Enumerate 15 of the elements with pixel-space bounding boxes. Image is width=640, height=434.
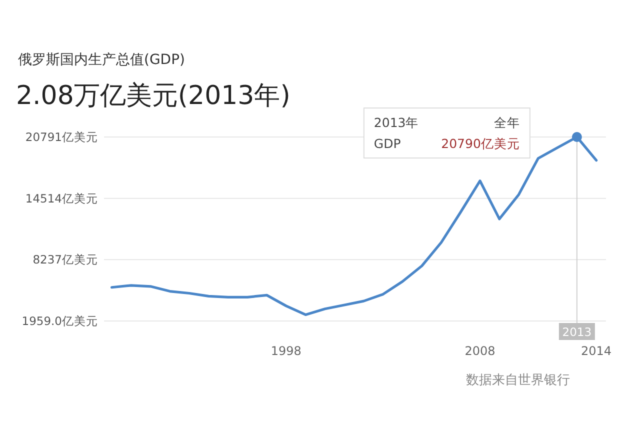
x-tick-label: 1998: [270, 344, 302, 358]
x-tick-label: 2008: [464, 344, 496, 358]
ref-line-label: 2013: [562, 325, 592, 339]
text: 数据来自世界银行: [466, 373, 570, 388]
y-tick-label: 8237亿美元: [32, 252, 98, 267]
x-tick-label: 2014: [581, 344, 612, 358]
annotation: 20790亿美元: [441, 136, 520, 151]
y-tick-label: 20791亿美元: [25, 130, 98, 144]
text: 2013年: [374, 114, 419, 130]
y-tick-label: 14514亿美元: [25, 191, 98, 206]
chart-title: 俄罗斯国内生产总值(GDP): [18, 52, 185, 68]
chart-subtitle: 2.08万亿美元(2013年): [16, 81, 290, 111]
text: 全年: [494, 114, 520, 130]
y-tick-label: 1959.0亿美元: [22, 314, 98, 328]
annotation: GDP: [374, 136, 402, 151]
